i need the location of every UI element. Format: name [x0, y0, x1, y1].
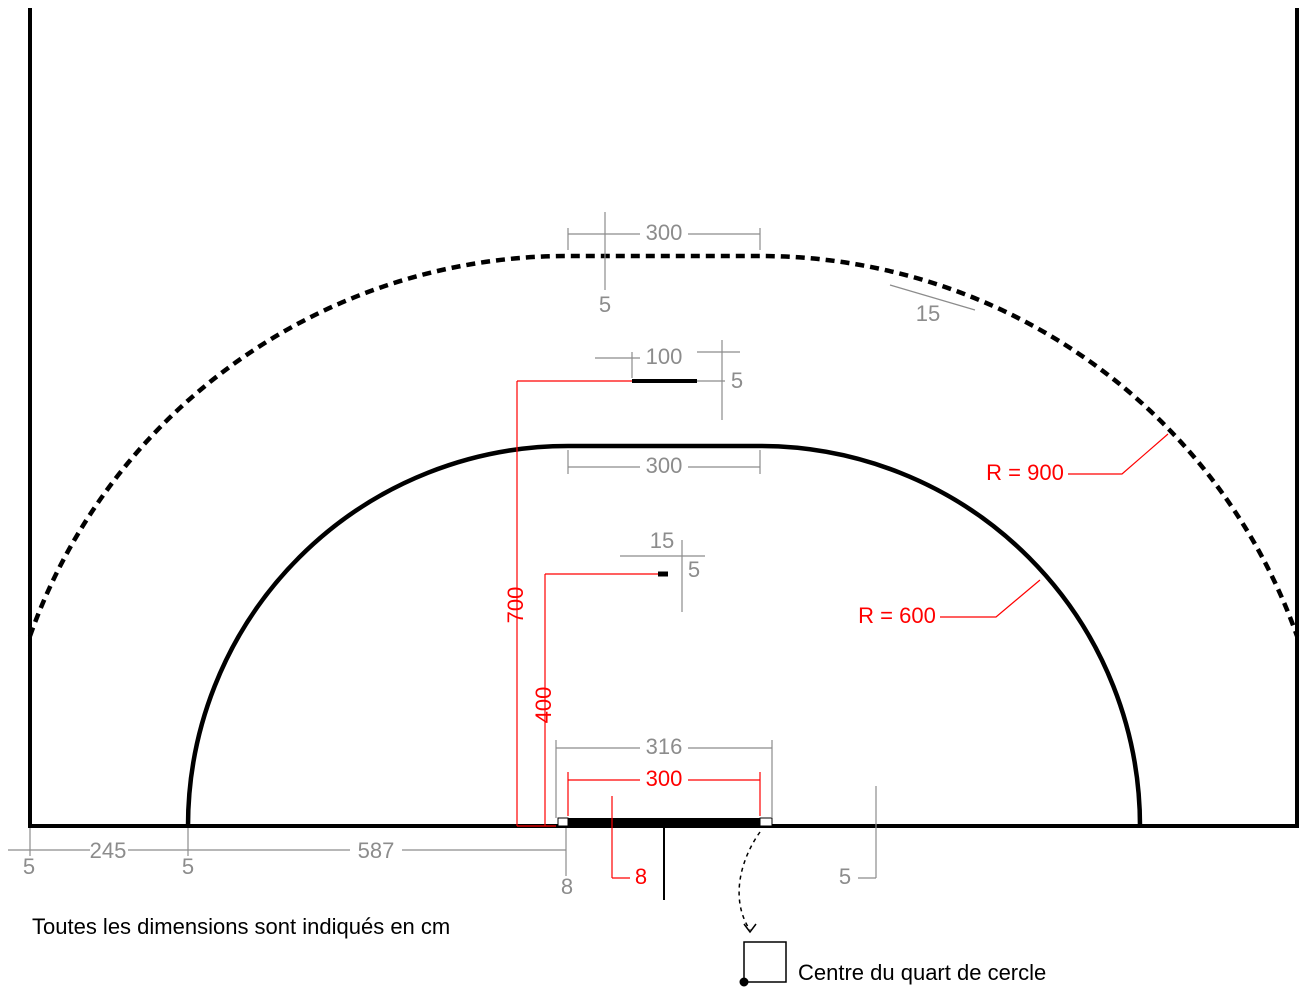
dimension-label: 587	[358, 838, 395, 863]
dimension-label: 5	[23, 854, 35, 879]
dimension-label: 5	[839, 864, 851, 889]
dimension-label: R = 900	[986, 460, 1064, 485]
dimension-label: 300	[646, 766, 683, 791]
dimension-label: 700	[503, 587, 528, 624]
dimension-label: 5	[731, 368, 743, 393]
dimension-label: 8	[635, 864, 647, 889]
dimension-label: 300	[646, 220, 683, 245]
dimension-label: 300	[646, 453, 683, 478]
dimension-label: 5	[599, 292, 611, 317]
legend: Centre du quart de cercle	[798, 960, 1046, 985]
dimension-label: 245	[90, 838, 127, 863]
court-lines	[27, 8, 1300, 987]
dimension-label: 15	[650, 528, 674, 553]
red-dimension-lines	[516, 380, 1169, 879]
dimension-label: 5	[182, 854, 194, 879]
dimension-label: 400	[531, 687, 556, 724]
note: Toutes les dimensions sont indiqués en c…	[32, 914, 450, 939]
dimension-label: 5	[688, 557, 700, 582]
dimension-label: R = 600	[858, 603, 936, 628]
dimension-label: 100	[646, 344, 683, 369]
gray-dimension-lines	[8, 212, 976, 879]
dimension-label: 8	[561, 874, 573, 899]
dimension-label: 15	[916, 301, 940, 326]
dimension-label: 316	[646, 734, 683, 759]
